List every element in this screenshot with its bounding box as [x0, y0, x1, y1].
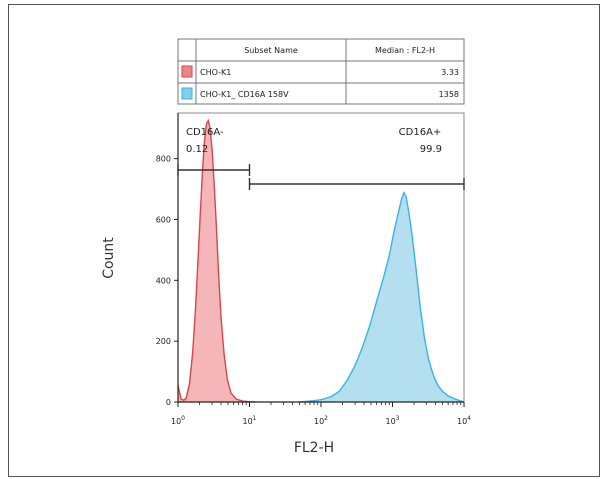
- gate-label-cd16a-pos: CD16A+: [399, 127, 442, 138]
- y-axis-title: Count: [101, 237, 117, 279]
- table-row-median: 3.33: [441, 68, 459, 77]
- x-tick-label: 101: [242, 415, 256, 426]
- table-row-name: CHO-K1: [200, 68, 231, 77]
- gate-percent-cd16a-neg: 0.12: [186, 144, 208, 155]
- x-axis-title: FL2-H: [294, 440, 334, 456]
- table-row-name: CHO-K1_ CD16A 158V: [200, 90, 289, 99]
- table-header-name: Subset Name: [244, 46, 298, 55]
- series-line-0: [177, 118, 256, 403]
- x-axis-ticks: 100 101 102 103 104: [171, 402, 471, 426]
- series-area-1: [299, 192, 464, 402]
- gate-layer: [177, 164, 465, 190]
- x-tick-label: 102: [314, 415, 328, 426]
- y-tick-label: 0: [166, 398, 171, 407]
- series-line-1: [299, 191, 465, 403]
- legend-swatch-cho-k1: [181, 65, 193, 78]
- x-tick-label: 103: [385, 415, 399, 426]
- gate-bar-1: [248, 178, 465, 190]
- table-header-median: Median : FL2-H: [375, 46, 435, 55]
- y-axis-ticks: 0 200 400 600 800: [156, 155, 178, 407]
- x-tick-label: 104: [457, 415, 471, 426]
- x-tick-label: 100: [171, 415, 185, 426]
- table-border: [177, 38, 465, 105]
- y-tick-label: 600: [156, 215, 171, 224]
- series-area-0: [178, 120, 256, 402]
- stats-table: Subset Name Median : FL2-H CHO-K1 3.33 C…: [177, 38, 465, 105]
- legend-swatch-cd16a: [181, 87, 193, 100]
- y-tick-label: 200: [156, 337, 171, 346]
- gate-percent-cd16a-pos: 99.9: [420, 144, 442, 155]
- series-layer: [177, 118, 465, 403]
- y-tick-label: 400: [156, 276, 171, 285]
- table-row-median: 1358: [439, 90, 459, 99]
- y-tick-label: 800: [156, 155, 171, 164]
- gate-bar-0: [177, 164, 251, 176]
- gate-label-cd16a-neg: CD16A-: [186, 127, 224, 138]
